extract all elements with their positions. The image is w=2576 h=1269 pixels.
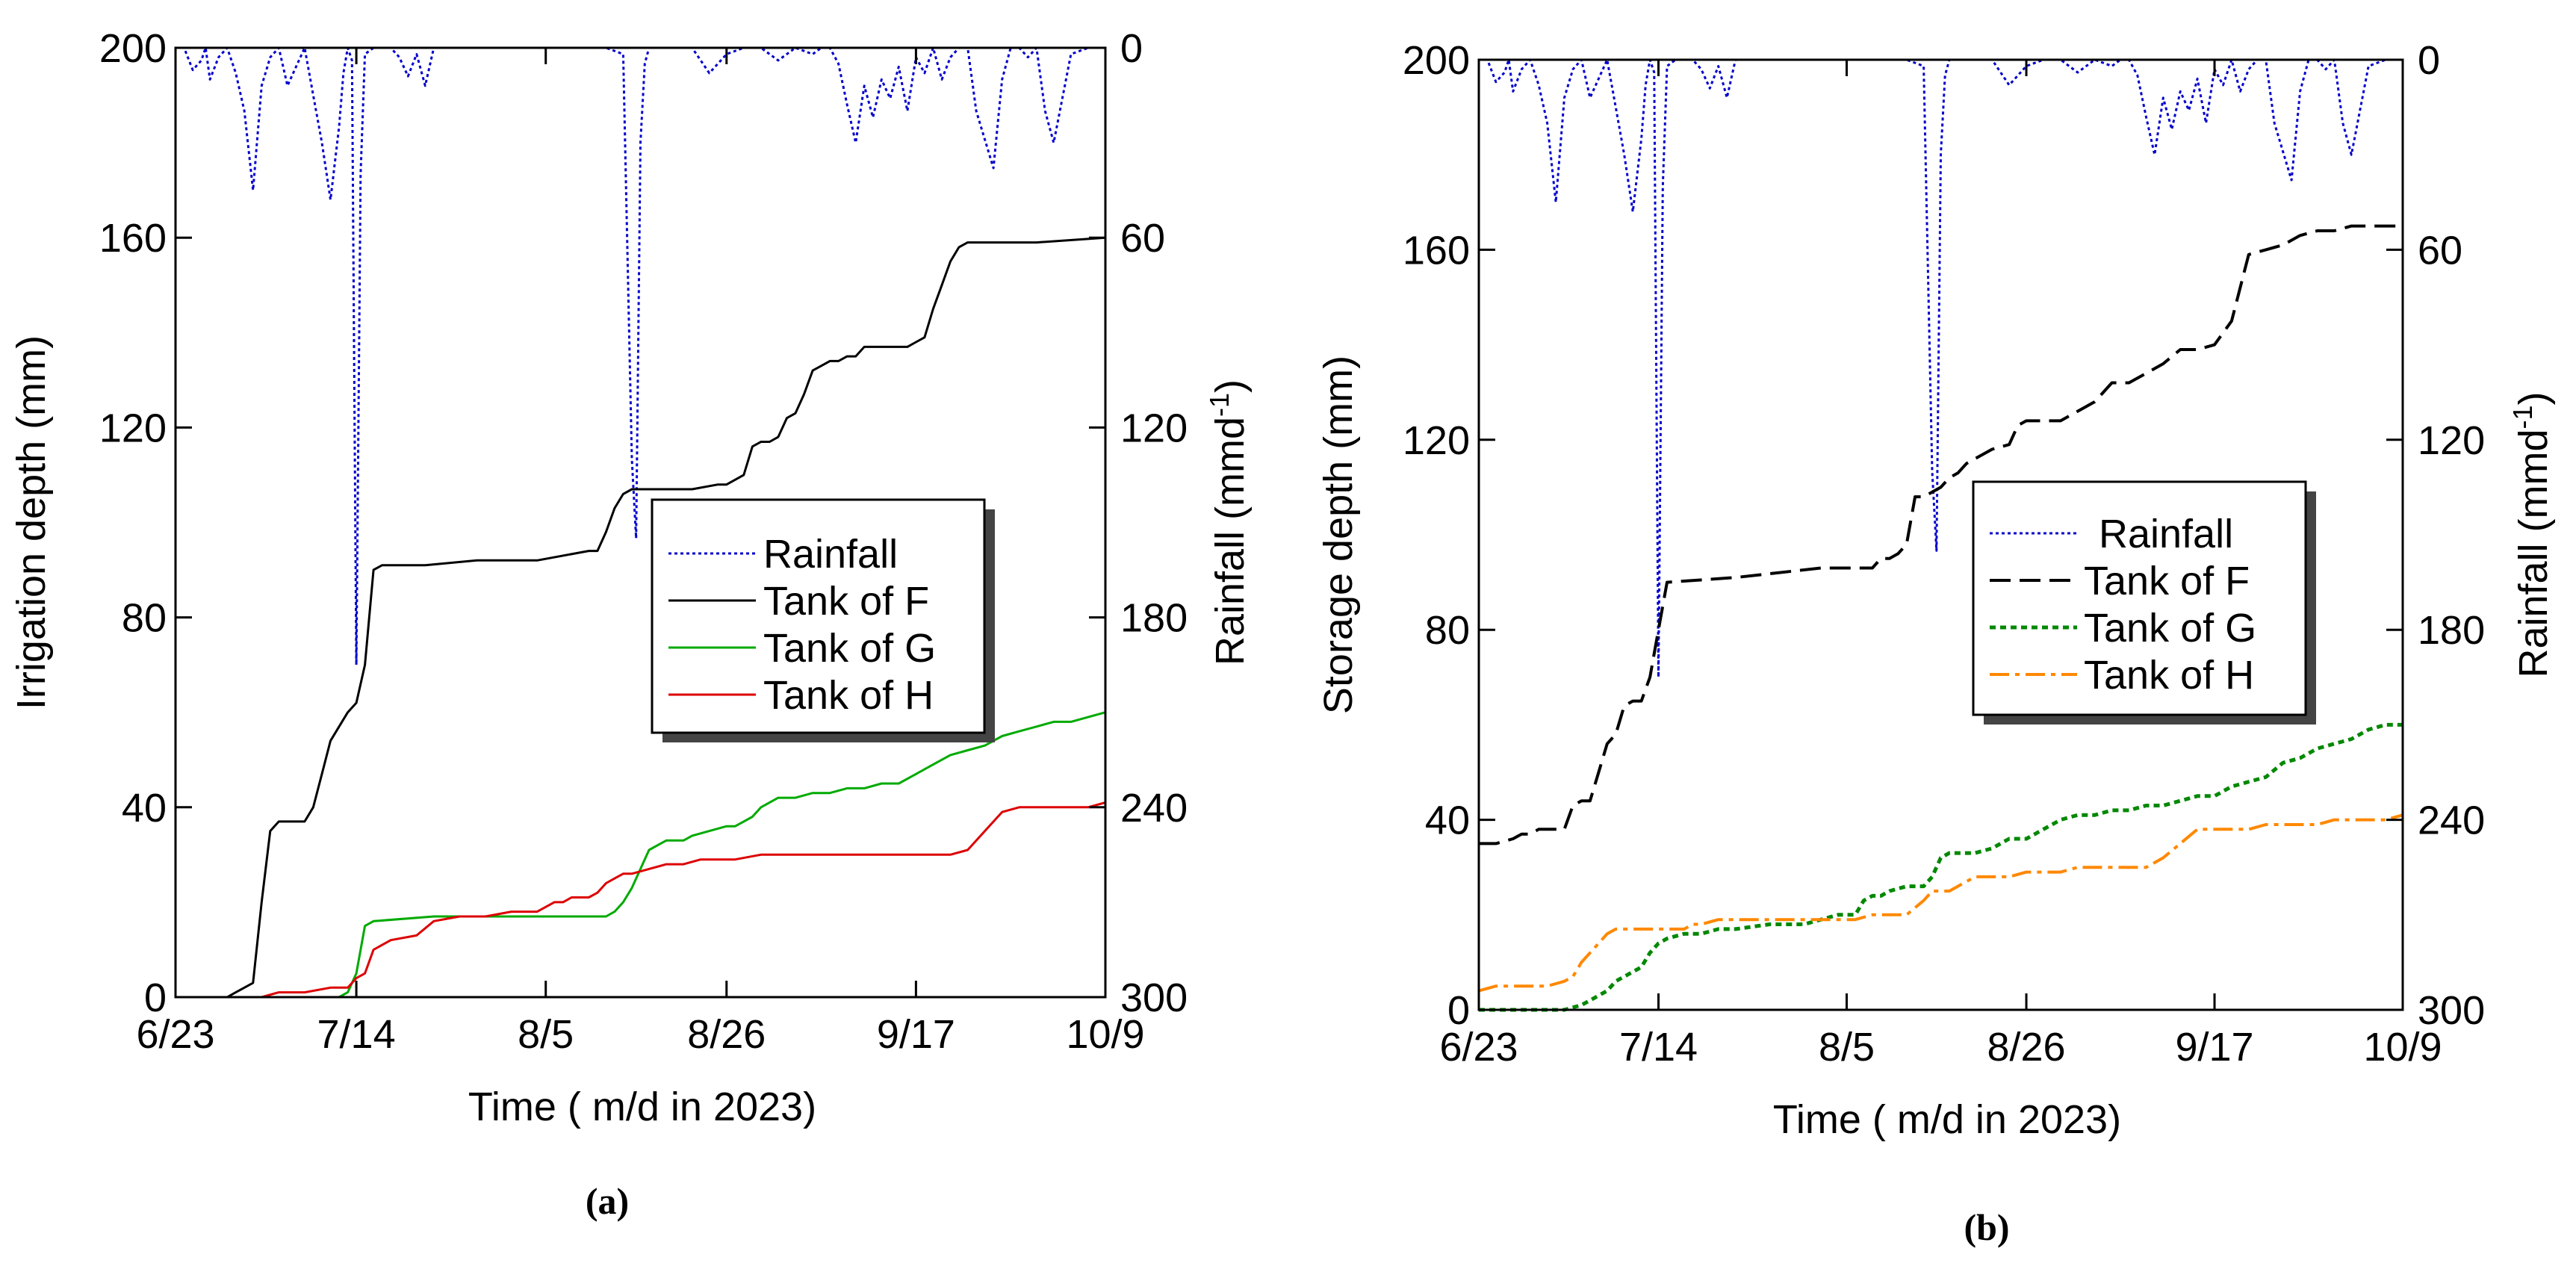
panel-a-y-tick-label: 200	[99, 26, 167, 71]
panel-a-x-tick-label: 10/9	[1066, 1012, 1144, 1057]
panel-b-x-tick-label: 8/26	[1987, 1025, 2065, 1070]
panel-b-caption: (b)	[1964, 1206, 2009, 1248]
panel-a-series-tank-of-f	[176, 236, 1106, 999]
panel-a-legend: Rainfall Tank of F Tank of G Tank of H	[651, 498, 995, 742]
panel-a-y2-tick-label: 180	[1120, 596, 1188, 641]
panel-b-y2-axis-label: Rainfall (mmd-1)	[2507, 391, 2557, 677]
panel-b-plot-frame	[1477, 58, 2404, 1011]
panel-a-y2-tick-label: 120	[1120, 406, 1188, 450]
panel-a-y2-tick-label: 300	[1120, 975, 1188, 1020]
panel-b-y-tick-label: 80	[1425, 608, 1470, 653]
panel-b-x-axis-label: Time ( m/d in 2023)	[1773, 1097, 2121, 1142]
panel-b-y-axis-label: Storage depth (mm)	[1316, 356, 1361, 714]
panel-a-x-tick-label: 6/23	[136, 1012, 214, 1057]
panel-b-x-tick-label: 10/9	[2363, 1025, 2442, 1070]
panel-a-y-tick-label: 120	[99, 406, 167, 450]
panel-b: 6/23 7/14 8/5 8/26 9/17 10/9 0 40 80 120 160 200 0 60…	[1316, 38, 2556, 1248]
panel-a-x-axis-label: Time ( m/d in 2023)	[468, 1085, 816, 1129]
panel-a-legend-label-tank-h: Tank of H	[763, 673, 934, 718]
panel-a-series-tank-of-h	[176, 801, 1106, 999]
panel-a-y2-axis-label-end: )	[1208, 379, 1253, 393]
panel-b-x-tick-label: 9/17	[2175, 1025, 2253, 1070]
panel-b-y2-tick-label: 240	[2418, 798, 2485, 843]
panel-b-x-tick-label: 7/14	[1619, 1025, 1698, 1070]
panel-a-y2-axis-label: Rainfall (mmd-1)	[1204, 379, 1253, 665]
panel-a-x-tick-label: 7/14	[317, 1012, 396, 1057]
panel-b-legend-label-tank-g: Tank of G	[2084, 606, 2256, 651]
panel-b-y-tick-label: 40	[1425, 798, 1470, 843]
panel-a-legend-label-rainfall: Rainfall	[763, 532, 898, 577]
panel-b-legend-label-rainfall: Rainfall	[2099, 512, 2233, 556]
panel-a-y2-tick-label: 60	[1120, 216, 1165, 261]
panel-b-legend-label-tank-f: Tank of F	[2084, 559, 2250, 604]
panel-b-x-tick-label: 6/23	[1439, 1025, 1518, 1070]
panel-a-x-tick-label: 9/17	[877, 1012, 955, 1057]
panel-a-plot-frame	[174, 46, 1107, 999]
panel-b-y2-tick-label: 300	[2418, 988, 2485, 1033]
panel-a-x-tick-label: 8/26	[687, 1012, 766, 1057]
panel-b-plot-area: 6/23 7/14 8/5 8/26 9/17 10/9 0 40 80 120 160 200 0 60…	[1316, 38, 2556, 1142]
panel-b-series-tank-of-f	[1479, 224, 2403, 846]
panel-b-legend-label-tank-h: Tank of H	[2084, 653, 2254, 698]
panel-b-y2-tick-label: 180	[2418, 608, 2485, 653]
panel-b-series-tank-of-h	[1478, 813, 2403, 993]
panel-a-y-tick-label: 40	[122, 786, 167, 831]
panel-b-y2-tick-label: 60	[2418, 228, 2462, 273]
panel-b-y2-axis-label-end: )	[2511, 391, 2556, 405]
panel-a-caption: (a)	[586, 1180, 629, 1222]
panel-b-y-tick-label: 120	[1403, 418, 1470, 463]
panel-a-y2-tick-label: 240	[1120, 786, 1188, 831]
panel-a-series-rainfall	[176, 46, 1105, 666]
panel-b-y2-axis-label-main: Rainfall (mmd	[2511, 429, 2556, 677]
panel-b-y-tick-label: 160	[1403, 228, 1470, 273]
panel-a: 6/23 7/14 8/5 8/26 9/17 10/9 0 40 80 120 160 200 0 60…	[9, 26, 1253, 1222]
panel-a-plot-area: 6/23 7/14 8/5 8/26 9/17 10/9 0 40 80 120 160 200 0 60…	[9, 26, 1253, 1129]
panel-a-y-tick-label: 160	[99, 216, 167, 261]
panel-b-y2-axis-label-sup: -1	[2507, 405, 2538, 429]
panel-b-y2-tick-label: 0	[2418, 38, 2440, 83]
panel-a-y-axis-label: Irrigation depth (mm)	[9, 335, 54, 710]
panel-b-y-tick-label: 0	[1447, 988, 1470, 1033]
panel-a-y2-axis-label-main: Rainfall (mmd	[1208, 417, 1253, 665]
panel-a-y2-axis-label-sup: -1	[1204, 393, 1235, 417]
panel-a-y-tick-label: 0	[144, 975, 167, 1020]
panel-b-series-rainfall	[1479, 58, 2403, 679]
panel-b-x-tick-label: 8/5	[1819, 1025, 1875, 1070]
panel-a-y2-tick-label: 0	[1120, 26, 1143, 71]
panel-b-series-tank-of-g	[1479, 722, 2403, 1012]
panel-a-x-tick-label: 8/5	[518, 1012, 574, 1057]
panel-a-y-tick-label: 80	[122, 596, 167, 641]
panel-a-legend-label-tank-g: Tank of G	[763, 626, 936, 671]
panel-b-y2-tick-label: 120	[2418, 418, 2485, 463]
panel-a-series-tank-of-g	[176, 711, 1106, 999]
panel-b-legend: Rainfall Tank of F Tank of G Tank of H	[1972, 480, 2316, 725]
panel-b-y-tick-label: 200	[1403, 38, 1470, 83]
panel-a-legend-label-tank-f: Tank of F	[763, 579, 929, 624]
